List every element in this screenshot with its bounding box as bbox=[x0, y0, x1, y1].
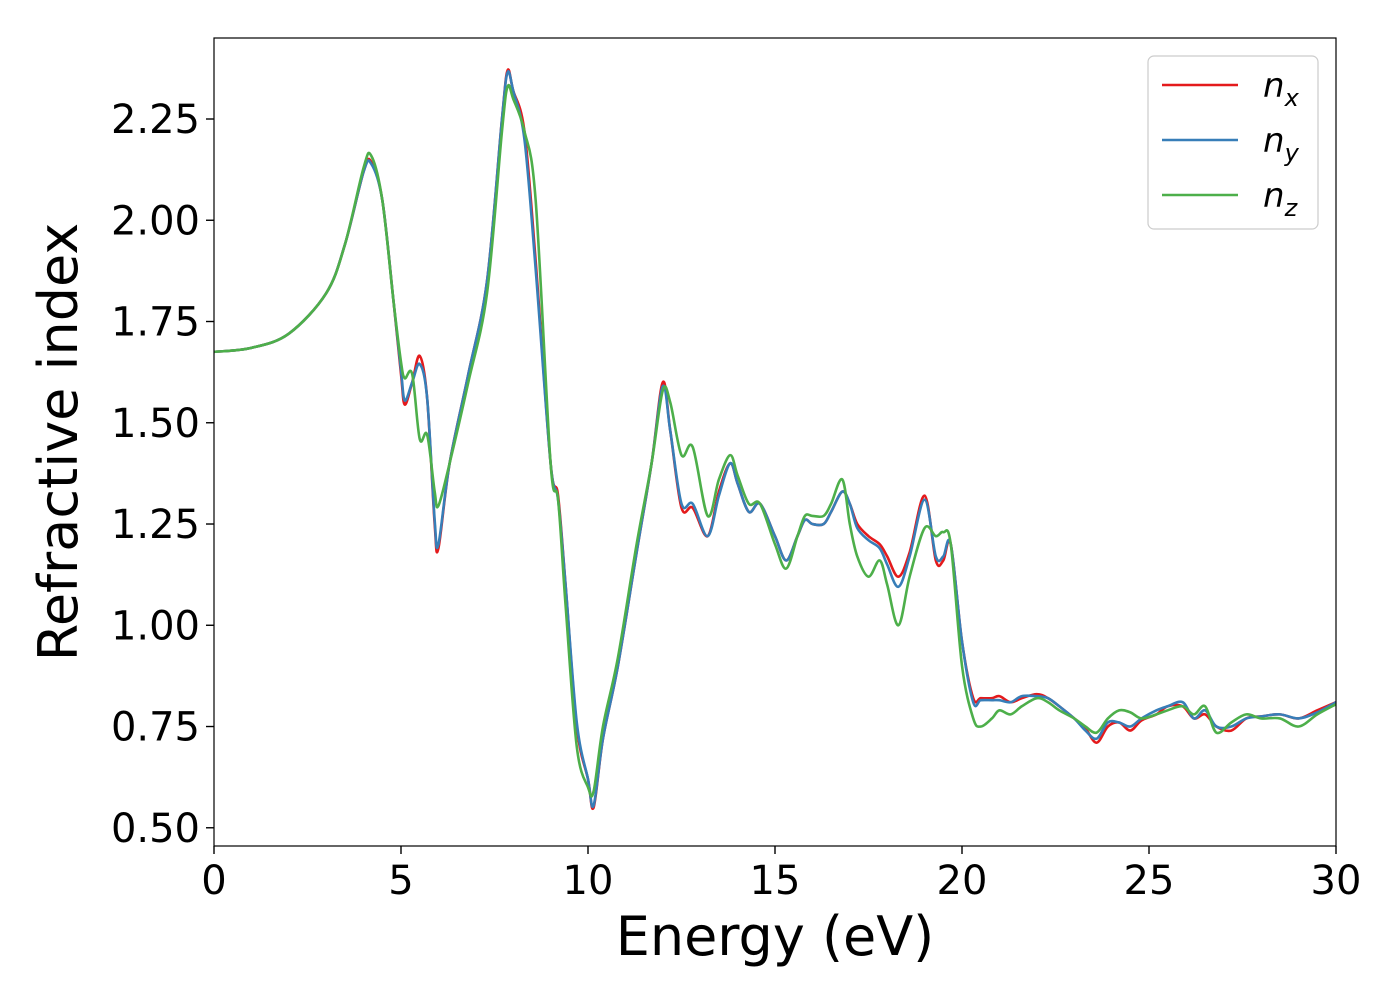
y-tick-label: 0.50 bbox=[111, 806, 200, 852]
x-tick-label: 5 bbox=[388, 858, 413, 904]
x-axis-title: Energy (eV) bbox=[616, 905, 935, 968]
y-tick-label: 1.50 bbox=[111, 401, 200, 447]
series-line-n-y bbox=[214, 70, 1336, 809]
series-line-n-z bbox=[214, 83, 1336, 798]
x-tick-label: 25 bbox=[1124, 858, 1175, 904]
legend-label-n-z: nz bbox=[1263, 176, 1299, 222]
x-tick-label: 30 bbox=[1311, 858, 1362, 904]
series-layer bbox=[214, 68, 1336, 811]
legend-label-n-y: ny bbox=[1263, 121, 1300, 167]
x-axis-ticks: 0 5 10 15 20 25 30 bbox=[201, 846, 1361, 904]
legend-frame bbox=[1147, 55, 1319, 230]
y-tick-label: 1.00 bbox=[111, 603, 200, 649]
legend: nx ny nz bbox=[1147, 55, 1319, 230]
y-tick-label: 0.75 bbox=[111, 705, 200, 751]
x-tick-label: 15 bbox=[750, 858, 801, 904]
x-tick-label: 20 bbox=[937, 858, 988, 904]
y-axis-ticks: 0.50 0.75 1.00 1.25 1.50 1.75 2.00 2.25 bbox=[111, 97, 214, 852]
legend-items: nx ny nz bbox=[1162, 66, 1300, 222]
x-tick-label: 10 bbox=[563, 858, 614, 904]
y-tick-label: 2.00 bbox=[111, 198, 200, 244]
y-tick-label: 2.25 bbox=[111, 97, 200, 143]
x-tick-label: 0 bbox=[201, 858, 226, 904]
legend-label-n-x: nx bbox=[1263, 66, 1300, 112]
y-axis-title: Refractive index bbox=[27, 223, 90, 662]
y-tick-label: 1.25 bbox=[111, 502, 200, 548]
y-tick-label: 1.75 bbox=[111, 300, 200, 346]
